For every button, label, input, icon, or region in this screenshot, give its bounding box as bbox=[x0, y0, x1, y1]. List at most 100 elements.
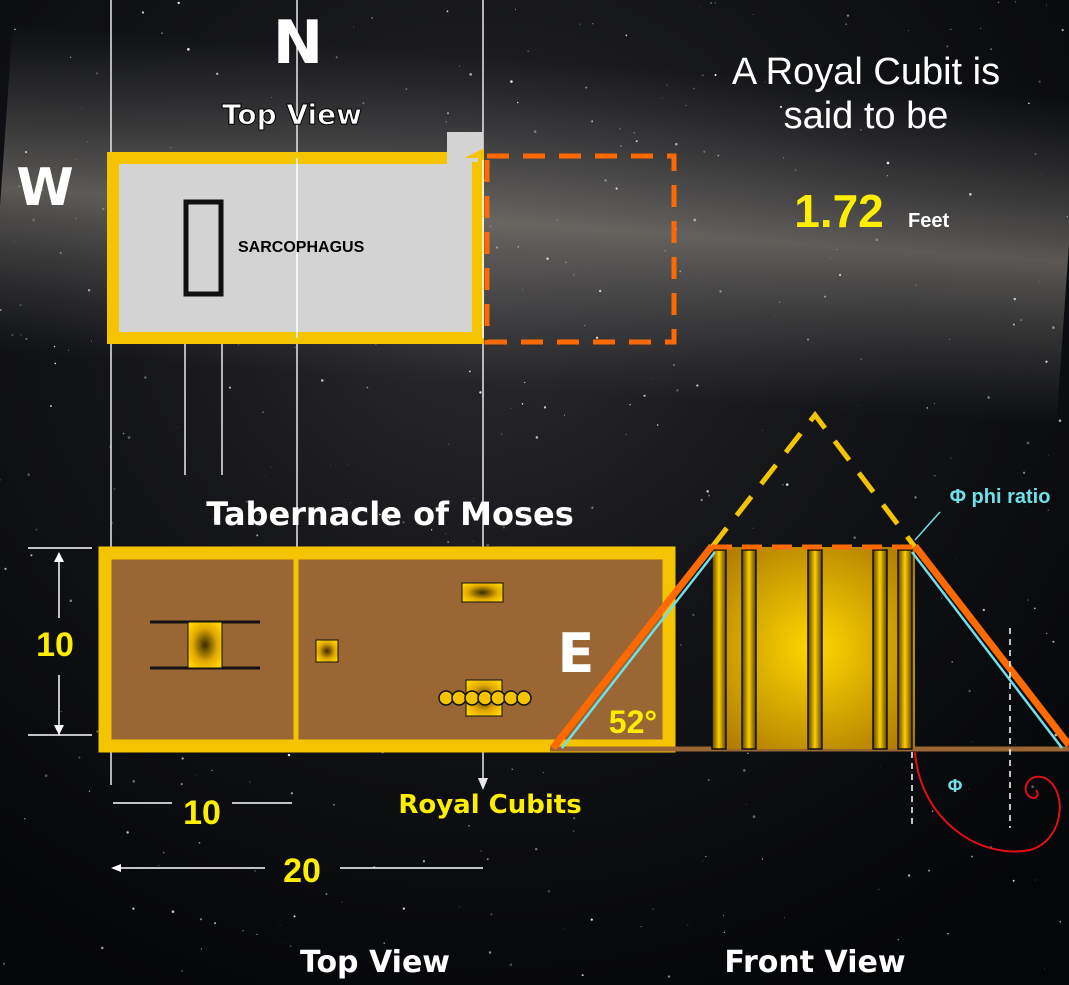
star bbox=[511, 408, 512, 409]
star bbox=[971, 856, 973, 858]
star bbox=[256, 534, 258, 536]
star bbox=[200, 918, 202, 920]
star bbox=[861, 359, 862, 360]
star bbox=[592, 23, 593, 24]
star bbox=[459, 66, 460, 67]
star bbox=[679, 271, 681, 273]
star bbox=[480, 850, 482, 852]
star bbox=[743, 769, 746, 772]
star bbox=[3, 963, 5, 965]
star bbox=[599, 290, 601, 292]
star bbox=[447, 541, 449, 543]
star bbox=[675, 143, 678, 146]
star bbox=[845, 23, 847, 25]
star bbox=[702, 75, 704, 77]
star bbox=[1038, 81, 1040, 83]
star bbox=[257, 934, 258, 935]
star bbox=[1013, 323, 1015, 325]
star bbox=[510, 963, 513, 966]
star bbox=[927, 407, 928, 408]
star bbox=[30, 554, 32, 556]
column bbox=[712, 550, 726, 749]
star bbox=[968, 690, 970, 692]
star bbox=[853, 536, 856, 539]
star bbox=[762, 858, 763, 859]
star bbox=[1039, 323, 1040, 324]
lamp bbox=[491, 691, 505, 705]
star bbox=[990, 48, 992, 50]
star bbox=[807, 339, 809, 341]
cubit-text: A Royal Cubit is bbox=[732, 51, 1000, 93]
star bbox=[515, 9, 516, 10]
star bbox=[126, 831, 128, 833]
star bbox=[172, 910, 175, 913]
star bbox=[1031, 785, 1034, 788]
star bbox=[858, 406, 859, 407]
star bbox=[557, 220, 558, 221]
star bbox=[1045, 361, 1047, 363]
star bbox=[161, 32, 163, 34]
star bbox=[132, 908, 134, 910]
star bbox=[717, 155, 719, 157]
star bbox=[423, 860, 425, 862]
star bbox=[262, 411, 263, 412]
star bbox=[285, 942, 286, 943]
star bbox=[142, 11, 144, 13]
star bbox=[242, 930, 243, 931]
column bbox=[898, 550, 912, 749]
star bbox=[784, 917, 785, 918]
north: N bbox=[273, 8, 323, 78]
star bbox=[908, 874, 910, 876]
star bbox=[181, 783, 183, 785]
star bbox=[61, 711, 62, 712]
star bbox=[4, 568, 6, 570]
star bbox=[753, 528, 754, 529]
star bbox=[795, 169, 797, 171]
caption: Top View bbox=[300, 945, 450, 980]
star bbox=[1034, 880, 1035, 881]
star bbox=[705, 856, 706, 857]
star bbox=[114, 488, 116, 490]
star bbox=[314, 983, 315, 984]
star bbox=[620, 145, 622, 147]
star bbox=[76, 218, 77, 219]
star bbox=[182, 757, 184, 759]
star bbox=[50, 405, 52, 407]
star bbox=[60, 252, 62, 254]
star bbox=[625, 35, 627, 37]
star bbox=[187, 48, 190, 51]
star bbox=[376, 344, 377, 345]
star bbox=[652, 378, 653, 379]
star bbox=[724, 932, 725, 933]
star bbox=[321, 379, 324, 382]
star bbox=[1052, 641, 1054, 643]
star bbox=[45, 774, 48, 777]
star bbox=[676, 389, 678, 391]
star bbox=[708, 495, 710, 497]
star bbox=[26, 338, 28, 340]
star bbox=[326, 893, 328, 895]
star bbox=[170, 147, 171, 148]
star bbox=[11, 334, 13, 336]
star bbox=[1036, 841, 1037, 842]
star bbox=[181, 970, 183, 972]
star bbox=[288, 754, 290, 756]
star bbox=[229, 387, 231, 389]
lamp bbox=[465, 691, 479, 705]
star bbox=[14, 29, 16, 31]
star bbox=[163, 852, 165, 854]
star bbox=[295, 347, 296, 348]
star bbox=[573, 830, 574, 831]
star bbox=[280, 925, 281, 926]
star bbox=[847, 14, 849, 16]
star bbox=[406, 88, 408, 90]
star bbox=[1013, 298, 1016, 301]
star bbox=[641, 926, 642, 927]
star bbox=[666, 84, 667, 85]
lamp bbox=[504, 691, 518, 705]
star bbox=[591, 918, 593, 920]
star bbox=[898, 939, 899, 940]
star bbox=[96, 72, 98, 74]
column bbox=[808, 550, 822, 749]
table bbox=[462, 583, 503, 602]
